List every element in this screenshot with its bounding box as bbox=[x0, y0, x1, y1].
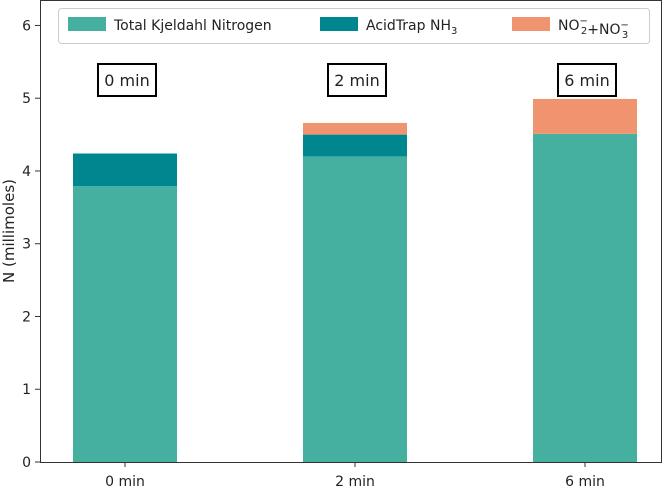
y-tick-label: 2 bbox=[22, 309, 31, 325]
y-axis-title: N (millimoles) bbox=[0, 179, 18, 283]
legend-swatch-1 bbox=[68, 17, 106, 31]
bar-segment-2-1 bbox=[73, 153, 177, 187]
bar-annotation-box bbox=[327, 63, 387, 97]
x-tick-label: 2 min bbox=[335, 474, 375, 488]
x-tick-label: 6 min bbox=[565, 474, 605, 488]
plot-frame bbox=[40, 0, 662, 463]
legend-label-1: Total Kjeldahl Nitrogen bbox=[113, 18, 272, 34]
bar-annotation-box bbox=[97, 63, 157, 97]
bar-segment-3-3 bbox=[533, 98, 637, 134]
y-tick-label: 0 bbox=[22, 455, 31, 471]
x-tick-label: 0 min bbox=[105, 474, 145, 488]
legend-label-3: NO− 2+NO− 3 bbox=[558, 16, 629, 41]
legend: Total Kjeldahl Nitrogen AcidTrap NH3 NO− 2+… bbox=[58, 8, 650, 44]
bar-segment-2-2 bbox=[303, 134, 407, 157]
y-tick-label: 5 bbox=[22, 91, 31, 107]
y-tick-label: 6 bbox=[22, 18, 31, 34]
bar-segment-1-3 bbox=[533, 133, 637, 463]
bar-segment-1-2 bbox=[303, 156, 407, 462]
legend-swatch-2 bbox=[320, 17, 358, 31]
legend-label-2: AcidTrap NH3 bbox=[366, 18, 457, 37]
bar-annotation-label: 2 min bbox=[334, 71, 379, 90]
y-tick-label: 1 bbox=[22, 382, 31, 398]
bar-segment-1-1 bbox=[73, 186, 177, 462]
y-tick-label: 3 bbox=[22, 237, 31, 253]
legend-swatch-3 bbox=[512, 17, 550, 31]
bar-segment-3-2 bbox=[303, 122, 407, 135]
bar-annotation-label: 6 min bbox=[564, 71, 609, 90]
y-tick-label: 4 bbox=[22, 164, 31, 180]
bar-annotation-label: 0 min bbox=[104, 71, 149, 90]
bar-annotation-box bbox=[557, 63, 617, 97]
